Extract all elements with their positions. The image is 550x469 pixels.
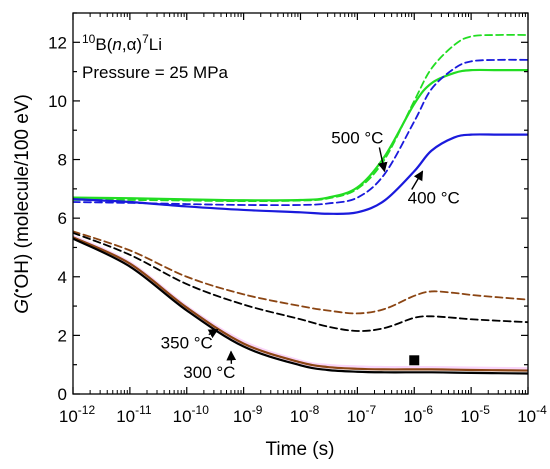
x-axis-title: Time (s) <box>266 439 335 460</box>
series-line-8 <box>73 237 528 375</box>
y-tick-label: 4 <box>58 268 67 287</box>
y-axis-title-units: (molecule/100 eV) <box>12 94 33 253</box>
series-line-4 <box>73 230 528 315</box>
annotation-arrow-1 <box>411 170 424 190</box>
annotation-arrow-0 <box>377 147 388 173</box>
reaction-alpha: α <box>127 35 137 54</box>
x-tick-label: 10-7 <box>347 403 377 426</box>
annotation-layer: 500 °C 400 °C 350 °C 300 °C <box>161 128 460 381</box>
y-axis-title-paren: ( <box>12 292 33 299</box>
annotation-label-1: 400 °C <box>408 189 460 208</box>
y-tick-label: 0 <box>58 385 67 404</box>
y-axis-title-dot: • <box>10 288 24 292</box>
y-axis-title: G(•OH) (molecule/100 eV) <box>10 94 33 314</box>
reaction-b-mass: 10 <box>82 32 96 46</box>
x-tick-label: 10-5 <box>460 403 490 426</box>
series-line-5 <box>73 231 528 332</box>
xtick-label-layer: 10-12 10-11 10-10 10-9 10-8 10-7 10-6 10-5 10-4 <box>59 403 547 426</box>
reaction-label: 10B(n,α)7Li <box>82 32 162 54</box>
y-tick-label: 8 <box>58 151 67 170</box>
series-line-7 <box>73 236 528 372</box>
x-tick-label: 10-6 <box>403 403 433 426</box>
y-tick-label: 10 <box>48 92 67 111</box>
annotation-arrow-2 <box>207 328 219 339</box>
y-tick-label: 12 <box>48 33 67 52</box>
reaction-b: B( <box>95 35 112 54</box>
series-line-3 <box>73 58 528 207</box>
series-line-2 <box>73 133 528 215</box>
x-tick-label: 10-4 <box>517 403 547 426</box>
y-tick-label: 2 <box>58 326 67 345</box>
data-marker-square <box>409 355 420 366</box>
annotation-label-2: 350 °C <box>161 334 213 353</box>
x-tick-label: 10-9 <box>233 403 263 426</box>
reaction-n: n <box>112 35 121 54</box>
x-tick-label: 10-10 <box>173 403 210 426</box>
annotation-label-0: 500 °C <box>331 128 383 147</box>
marker-layer <box>409 355 420 366</box>
ytick-label-layer: 0 2 4 6 8 10 12 <box>48 33 67 404</box>
x-tick-label: 10-11 <box>116 403 152 426</box>
series-layer <box>73 33 528 375</box>
reaction-li-mass: 7 <box>142 32 149 46</box>
x-tick-label: 10-8 <box>290 403 320 426</box>
x-tick-label: 10-12 <box>59 403 96 426</box>
reaction-li: Li <box>149 35 162 54</box>
y-axis-title-species: OH <box>12 260 33 289</box>
series-line-6 <box>73 234 528 372</box>
y-tick-label: 6 <box>58 209 67 228</box>
reaction-comma: , <box>122 35 127 54</box>
series-line-1 <box>73 33 528 203</box>
reaction-close: ) <box>136 35 142 54</box>
y-axis-title-close: ) <box>12 254 33 260</box>
annotation-label-3: 300 °C <box>183 363 235 382</box>
y-axis-title-g: G <box>12 299 33 314</box>
pressure-label: Pressure = 25 MPa <box>82 63 229 82</box>
series-line-0 <box>73 68 528 202</box>
tick-layer <box>72 12 529 395</box>
